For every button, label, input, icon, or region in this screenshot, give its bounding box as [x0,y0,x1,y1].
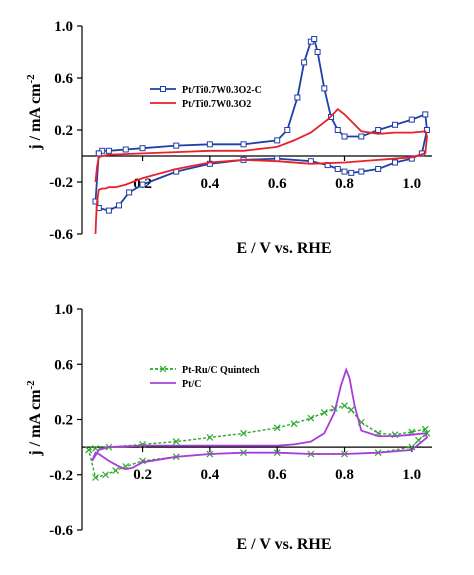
data-point-square [341,168,348,175]
y-tick-label-bottom: -0.6 [49,523,73,539]
data-point-square [375,127,382,133]
data-point-square [301,59,308,66]
x-tick-label-bottom: 0.8 [335,467,354,483]
data-point-square [105,207,112,214]
chart-bottom: j / mA cm-2 E / V vs. RHE 1.0 0.6 0.2 -0.2 -… [25,302,432,553]
legend-label: Pt/Ti0.7W0.3O2-C [182,85,262,96]
data-point-square [126,189,133,196]
y-axis-title-text-top: j / mA cm [27,83,44,151]
series-line-pt-ti0-7w0-3o2-c [94,37,428,212]
data-point-square [341,133,348,140]
data-point-x [273,424,281,432]
y-tick-label-top: -0.6 [49,227,73,243]
data-point-square [240,141,247,148]
data-point-x [423,429,431,437]
data-point-square [375,166,382,172]
x-tick-label-top: 0.4 [201,176,220,192]
y-tick-label-top: 0.6 [54,71,73,87]
data-point-x [206,434,214,441]
x-tick-label-bottom: 0.4 [201,467,220,483]
data-point-square [423,127,430,133]
data-point-square [122,146,129,153]
legend-label: Pt/C [182,379,201,390]
data-point-square [348,169,355,176]
data-point-square [408,116,415,123]
y-tick-label-bottom: 1.0 [54,302,73,318]
data-point-x [85,446,93,454]
y-axis-title-text-bottom: j / mA cm [27,389,44,457]
y-axis-title-top: j / mA cm-2 [25,74,44,151]
data-point-square [105,147,112,154]
data-point-x [307,414,315,422]
y-tick-label-bottom: 0.2 [54,413,73,429]
data-point-square [311,36,318,42]
data-point-square [284,127,291,133]
y-axis-title-bottom: j / mA cm-2 [25,380,44,457]
legend-swatch-marker [159,365,167,373]
x-tick-label-top: 1.0 [402,176,421,192]
data-point-x [320,409,328,417]
data-point-square [358,168,365,175]
data-point-square [206,141,213,148]
y-axis-title-superscript-top: -2 [25,74,37,84]
data-point-x [421,425,429,433]
data-point-x [290,420,298,428]
data-point-square [139,181,146,188]
data-point-x [240,429,247,437]
legend-label: Pt-Ru/C Quintech [182,365,260,376]
data-point-square [274,137,281,144]
series-line-pt-c [91,367,429,471]
data-point-square [334,166,341,172]
legend-swatch-marker [160,86,166,92]
y-tick-label-top: 1.0 [54,19,73,35]
data-point-square [391,121,398,128]
y-tick-label-bottom: -0.2 [49,468,73,484]
data-point-x [172,438,180,446]
data-point-square [294,94,301,101]
series-line-pt-ti0-7w0-3o2 [94,107,428,235]
data-point-square [358,133,365,140]
x-axis-title-top: E / V vs. RHE [237,240,332,257]
data-point-square [391,159,398,166]
data-point-square [116,202,123,209]
x-tick-label-bottom: 0.2 [133,467,152,483]
y-tick-label-top: 0.2 [54,123,73,139]
data-point-square [173,142,180,149]
x-tick-label-top: 0.8 [335,176,354,192]
data-point-x [92,474,99,481]
y-tick-label-bottom: 0.6 [54,357,73,373]
data-point-x [112,467,120,475]
x-tick-label-bottom: 1.0 [402,467,421,483]
chart-top: j / mA cm-2 E / V vs. RHE 1.0 0.6 0.2 -0.2 -… [25,19,432,257]
y-tick-label-top: -0.2 [49,175,73,191]
data-point-x [102,471,109,479]
data-point-square [321,85,328,92]
data-point-x [341,402,348,410]
data-point-square [408,155,415,162]
data-point-square [314,49,321,55]
legend-label: Pt/Ti0.7W0.3O2 [182,99,251,110]
data-point-square [422,111,429,118]
data-point-square [334,127,341,133]
x-axis-title-bottom: E / V vs. RHE [237,536,332,553]
data-point-square [95,150,102,157]
y-axis-title-superscript-bottom: -2 [25,380,37,390]
x-tick-label-bottom: 0.6 [268,467,287,483]
x-tick-label-top: 0.6 [268,176,287,192]
data-point-x [347,406,355,414]
data-point-square [139,145,146,152]
